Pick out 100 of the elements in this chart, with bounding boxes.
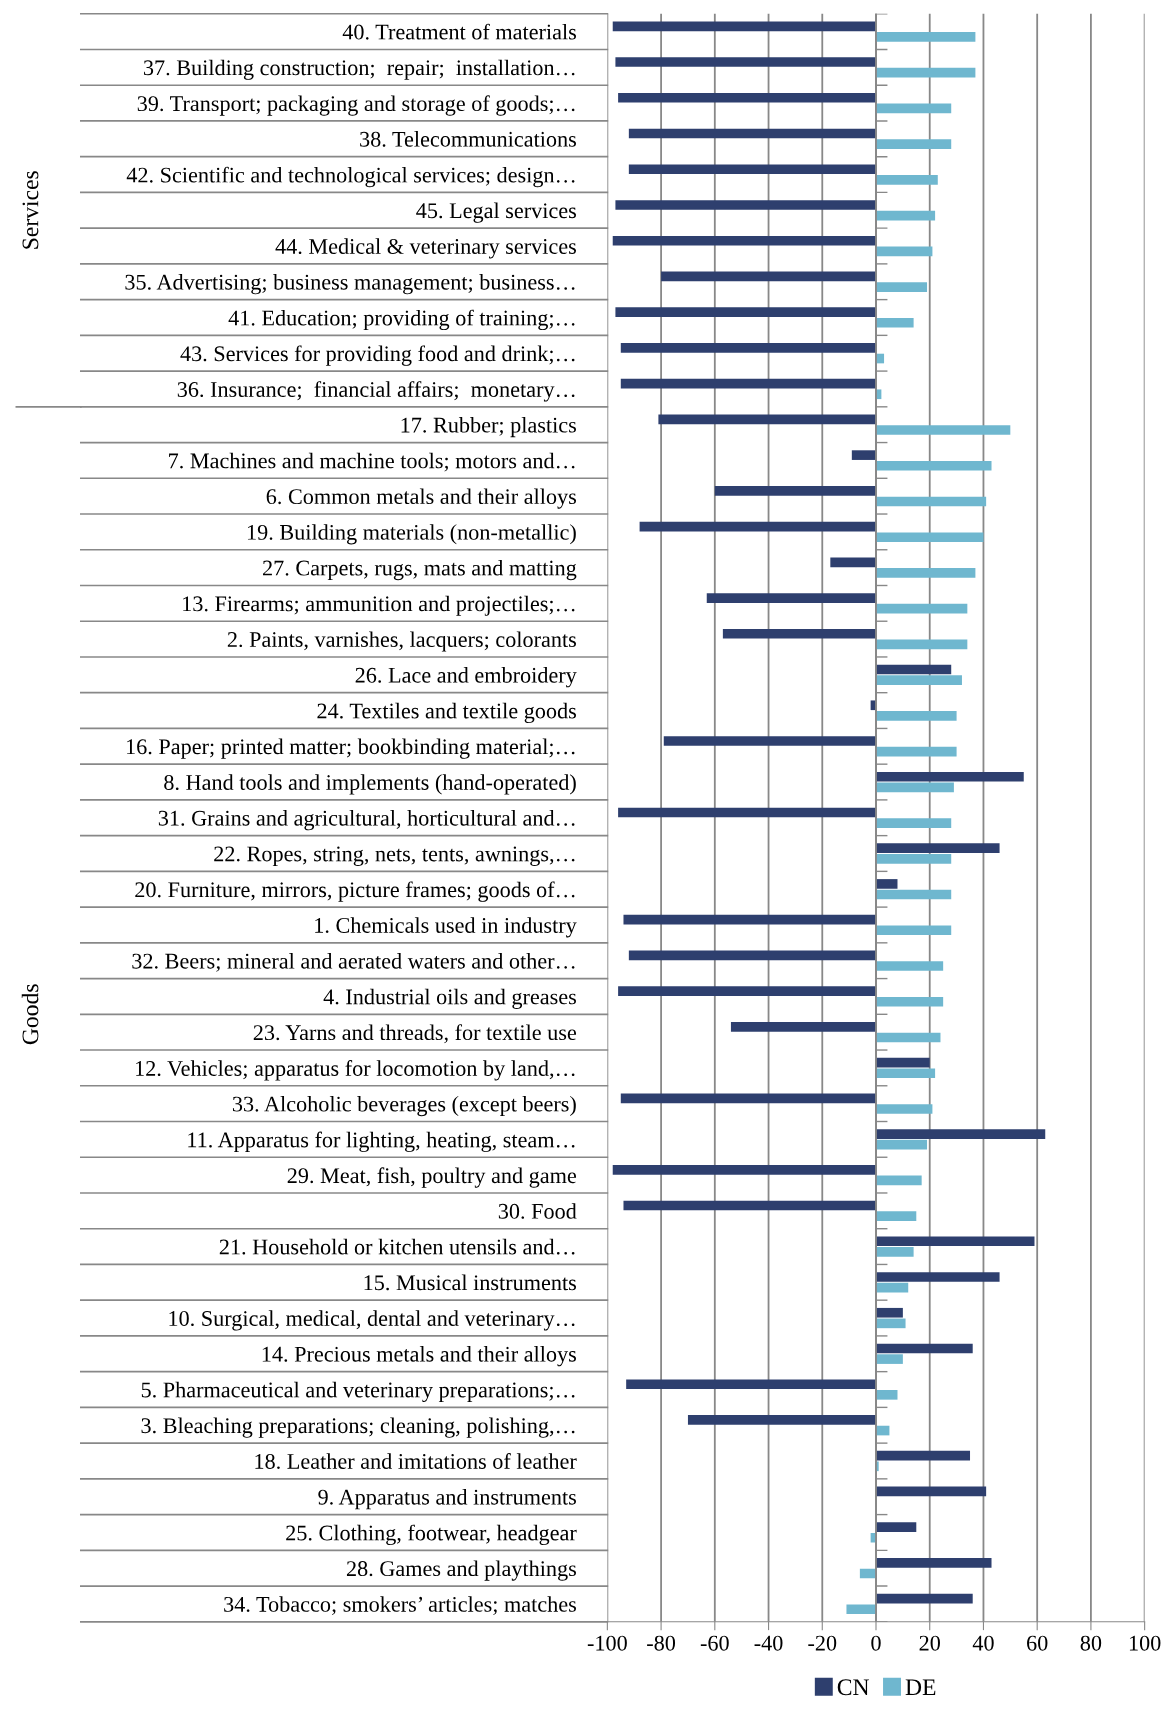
y-tick-label: 36. Insurance; financial affairs; monetary… (177, 381, 575, 402)
bar (876, 1343, 973, 1354)
bar (623, 914, 876, 925)
y-tick-label: 38. Telecommunications (360, 131, 576, 147)
y-tick-label: 39. Transport; packaging and storage of goods;… (137, 95, 575, 116)
bar (876, 782, 954, 793)
bar (851, 450, 876, 460)
bar (612, 235, 876, 246)
bar (876, 175, 938, 185)
y-tick-label: 13. Firearms; ammunition and projectiles;… (183, 595, 575, 616)
bar (876, 460, 992, 471)
bar (663, 736, 876, 746)
bar (876, 1558, 992, 1568)
x-tick-label: 0 (871, 1635, 881, 1651)
bar (876, 1236, 1035, 1247)
y-tick-label: 29. Meat, fish, poultry and game (287, 1167, 577, 1188)
bar (876, 1139, 928, 1150)
bar (876, 210, 936, 221)
y-tick-label: 7. Machines and machine tools; motors and… (169, 452, 575, 472)
bar (876, 67, 976, 78)
bar (876, 1272, 1000, 1282)
bar (876, 996, 944, 1007)
bar (623, 1200, 876, 1211)
x-tick-label: -40 (754, 1635, 783, 1651)
bar (830, 557, 876, 568)
bar (876, 1032, 941, 1043)
bar (612, 1164, 876, 1175)
y-tick-label: 15. Musical instruments (364, 1274, 576, 1291)
bar (620, 1093, 876, 1104)
y-tick-label: 5. Pharmaceutical and veterinary preparations;… (141, 1381, 575, 1403)
y-tick-label: 31. Grains and agricultural, horticultural and… (158, 810, 575, 831)
bar (876, 1175, 922, 1186)
y-tick-label: 23. Yarns and threads, for textile use (253, 1024, 577, 1044)
y-tick-label: 40. Treatment of materials (342, 23, 576, 40)
y-tick-label: 14. Precious metals and their alloys (262, 1346, 576, 1367)
bar (876, 32, 976, 42)
y-tick-label: 26. Lace and embroidery (355, 667, 577, 688)
y-tick-label: 16. Paper; printed matter; bookbinding material;… (127, 738, 575, 759)
bar (615, 57, 876, 67)
y-tick-label: 18. Leather and imitations of leather (255, 1453, 577, 1470)
bar (876, 879, 898, 889)
y-tick-label: 2. Paints, varnishes, lacquers; colorants (227, 631, 576, 652)
bar (876, 664, 952, 675)
bar (876, 282, 928, 292)
bar (876, 843, 1000, 854)
bar (876, 1450, 971, 1461)
bar (626, 1379, 876, 1390)
bar (628, 950, 876, 961)
x-tick-label: 20 (919, 1635, 940, 1651)
bar (658, 414, 876, 425)
y-tick-label: 41. Education; providing of training;… (228, 309, 575, 331)
bar (876, 246, 933, 257)
y-tick-label: 35. Advertising; business management; business… (125, 274, 575, 295)
y-tick-label: 3. Bleaching preparations; cleaning, polishing,… (141, 1417, 575, 1438)
x-tick-label: 100 (1129, 1635, 1161, 1651)
bar (615, 307, 876, 317)
y-tick-label: 22. Ropes, string, nets, tents, awnings,… (214, 846, 575, 866)
bar (876, 771, 1024, 782)
bar (876, 317, 914, 328)
bar (876, 1068, 936, 1079)
bar (620, 378, 876, 389)
bar (876, 1129, 1046, 1139)
y-tick-label: 8. Hand tools and implements (hand-operated) (164, 774, 576, 795)
y-tick-label: 20. Furniture, mirrors, picture frames; goods of… (135, 881, 575, 902)
bar (876, 496, 987, 507)
y-tick-label: 43. Services for providing food and drink;… (180, 345, 575, 366)
text: Services (22, 171, 39, 249)
bar (876, 1318, 906, 1329)
y-tick-label: 24. Textiles and textile goods (317, 702, 576, 724)
bar (612, 21, 876, 32)
bar (661, 271, 876, 282)
bar (730, 1022, 876, 1032)
text: Goods (21, 984, 39, 1045)
bar (876, 1057, 930, 1068)
y-tick-label: 33. Alcoholic beverages (except beers) (232, 1095, 576, 1117)
x-tick-label: 60 (1027, 1635, 1048, 1651)
bar (876, 675, 962, 685)
bar (876, 1247, 914, 1257)
bar (628, 164, 876, 175)
bar (706, 593, 876, 603)
bar (876, 1390, 898, 1400)
bar (876, 889, 952, 900)
bar (620, 343, 876, 353)
y-tick-label: 11. Apparatus for lighting, heating, steam… (188, 1131, 575, 1152)
bar (876, 139, 952, 149)
bar (876, 818, 952, 828)
bar (876, 853, 952, 864)
bar (628, 128, 876, 139)
bar (876, 103, 952, 114)
y-tick-label: 34. Tobacco; smokers’ articles; matches (224, 1596, 576, 1616)
y-tick-label: 6. Common metals and their alloys (266, 488, 576, 509)
x-tick-label: -100 (587, 1635, 627, 1651)
y-tick-label: 27. Carpets, rugs, mats and matting (263, 559, 577, 581)
legend-label: DE (905, 1679, 936, 1695)
y-tick-label: 32. Beers; mineral and aerated waters and other… (132, 953, 575, 972)
bar (876, 1593, 973, 1604)
bar (876, 532, 984, 543)
y-tick-label: 44. Medical & veterinary services (275, 238, 576, 259)
bar (876, 1282, 909, 1293)
bar (615, 200, 876, 210)
